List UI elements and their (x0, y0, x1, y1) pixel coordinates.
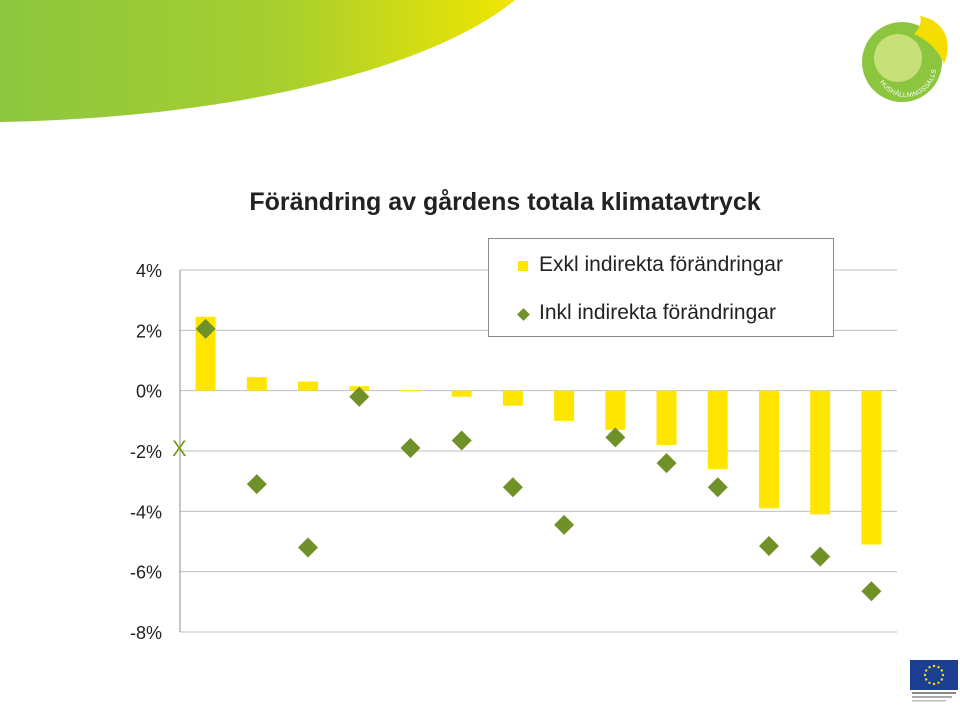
bar (502, 390, 523, 406)
eu-star (940, 669, 943, 672)
bar (861, 390, 882, 545)
legend-swatch-diamond (517, 308, 530, 321)
y-tick-label: -2% (130, 442, 162, 462)
y-tick-label: 2% (136, 321, 162, 341)
bar (298, 381, 319, 391)
legend-label-bar: Exkl indirekta förändringar (539, 253, 783, 276)
annotation-x: X (172, 436, 187, 461)
y-tick-label: 4% (136, 261, 162, 281)
y-tick-label: -6% (130, 563, 162, 583)
eu-star (923, 673, 927, 677)
legend-swatch-bar (518, 261, 528, 271)
diamond-point (707, 477, 728, 498)
eu-star (928, 681, 931, 684)
eu-star (937, 666, 940, 669)
diamond-point (810, 546, 831, 567)
legend: Exkl indirekta förändringar Inkl indirek… (488, 238, 834, 337)
diamond-point (400, 437, 421, 458)
bar (707, 390, 728, 470)
bar (758, 390, 779, 509)
eu-star (928, 666, 931, 669)
diamond-point (246, 474, 267, 495)
bar (451, 390, 472, 397)
y-tick-label: -8% (130, 623, 162, 643)
bar (810, 390, 831, 515)
eu-flag-icon (910, 660, 958, 702)
y-tick-label: 0% (136, 382, 162, 402)
hushallningssallskapet-logo: HUSHÅLLNINGSSÄLLSKAPET (858, 10, 948, 102)
diamond-point (605, 427, 626, 448)
bar (195, 316, 216, 391)
diamond-point (758, 536, 779, 557)
diamond-point (656, 453, 677, 474)
eu-star (925, 678, 928, 681)
eu-star (925, 669, 928, 672)
diamond-point (451, 430, 472, 451)
bar (400, 390, 421, 392)
eu-star (940, 678, 943, 681)
bar (246, 377, 267, 391)
y-tick-label: -4% (130, 502, 162, 522)
eu-star (932, 682, 936, 686)
eu-star (941, 673, 945, 677)
chart-title: Förändring av gårdens totala klimatavtry… (249, 188, 761, 216)
bar (554, 390, 575, 421)
legend-label-diamond: Inkl indirekta förändringar (539, 301, 776, 324)
diamond-point (349, 386, 370, 407)
eu-star (937, 681, 940, 684)
diamond-point (298, 537, 319, 558)
diamond-point (502, 477, 523, 498)
eu-star (932, 664, 936, 668)
diamond-point (861, 581, 882, 602)
diamond-point (195, 318, 216, 339)
bar (656, 390, 677, 445)
bar (605, 390, 626, 430)
diamond-point (554, 514, 575, 535)
